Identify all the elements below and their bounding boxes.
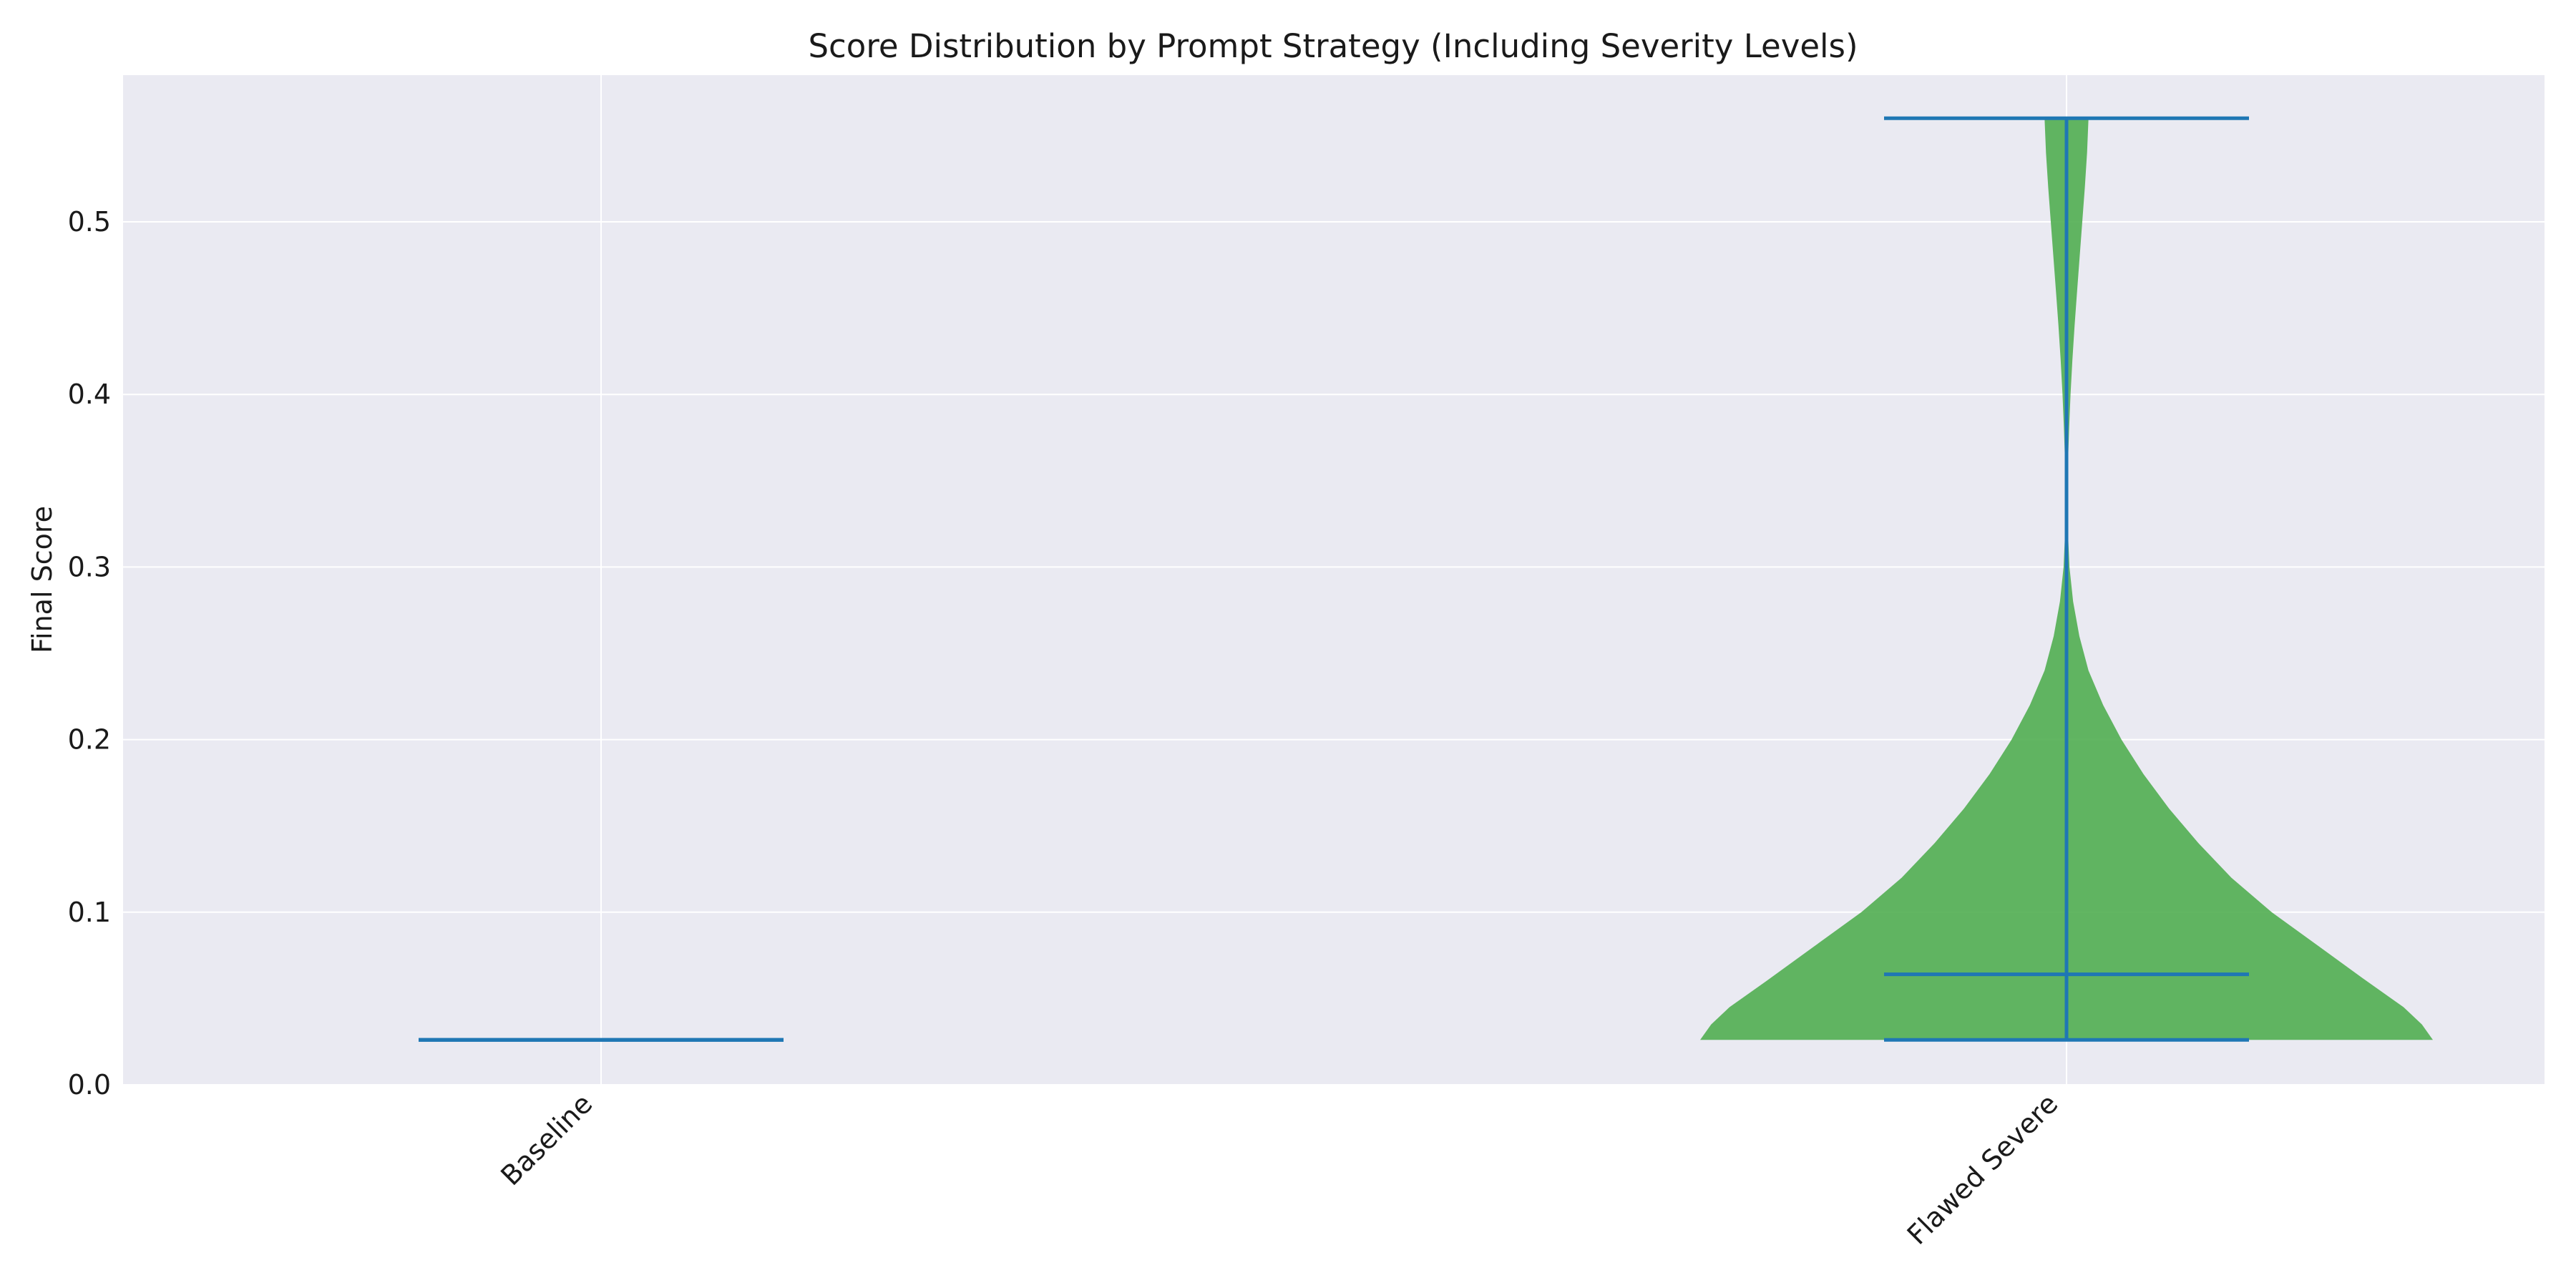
y-tick-label: 0.1 [68, 897, 111, 928]
stat-lines [419, 116, 2249, 1042]
y-tick-label: 0.3 [68, 551, 111, 582]
y-tick-label: 0.2 [68, 724, 111, 756]
chart-title: Score Distribution by Prompt Strategy (I… [808, 27, 1858, 65]
x-tick-label: Flawed Severe [1901, 1088, 2064, 1251]
y-axis-ticks: 0.0 0.1 0.2 0.3 0.4 0.5 [68, 206, 111, 1101]
x-axis-ticks: Baseline Flawed Severe [494, 1088, 2064, 1251]
y-axis-label: Final Score [26, 506, 58, 653]
y-tick-label: 0.4 [68, 379, 111, 410]
y-tick-label: 0.5 [68, 206, 111, 238]
x-tick-label: Baseline [494, 1088, 598, 1191]
y-tick-label: 0.0 [68, 1069, 111, 1101]
